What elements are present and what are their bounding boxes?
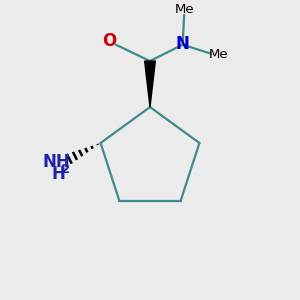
Text: Me: Me [174,3,194,16]
Text: N: N [176,34,190,52]
Text: NH: NH [42,153,70,171]
Text: Me: Me [208,48,228,61]
Text: 2: 2 [61,163,70,176]
Polygon shape [145,61,155,107]
Text: O: O [102,32,116,50]
Text: H: H [52,165,65,183]
